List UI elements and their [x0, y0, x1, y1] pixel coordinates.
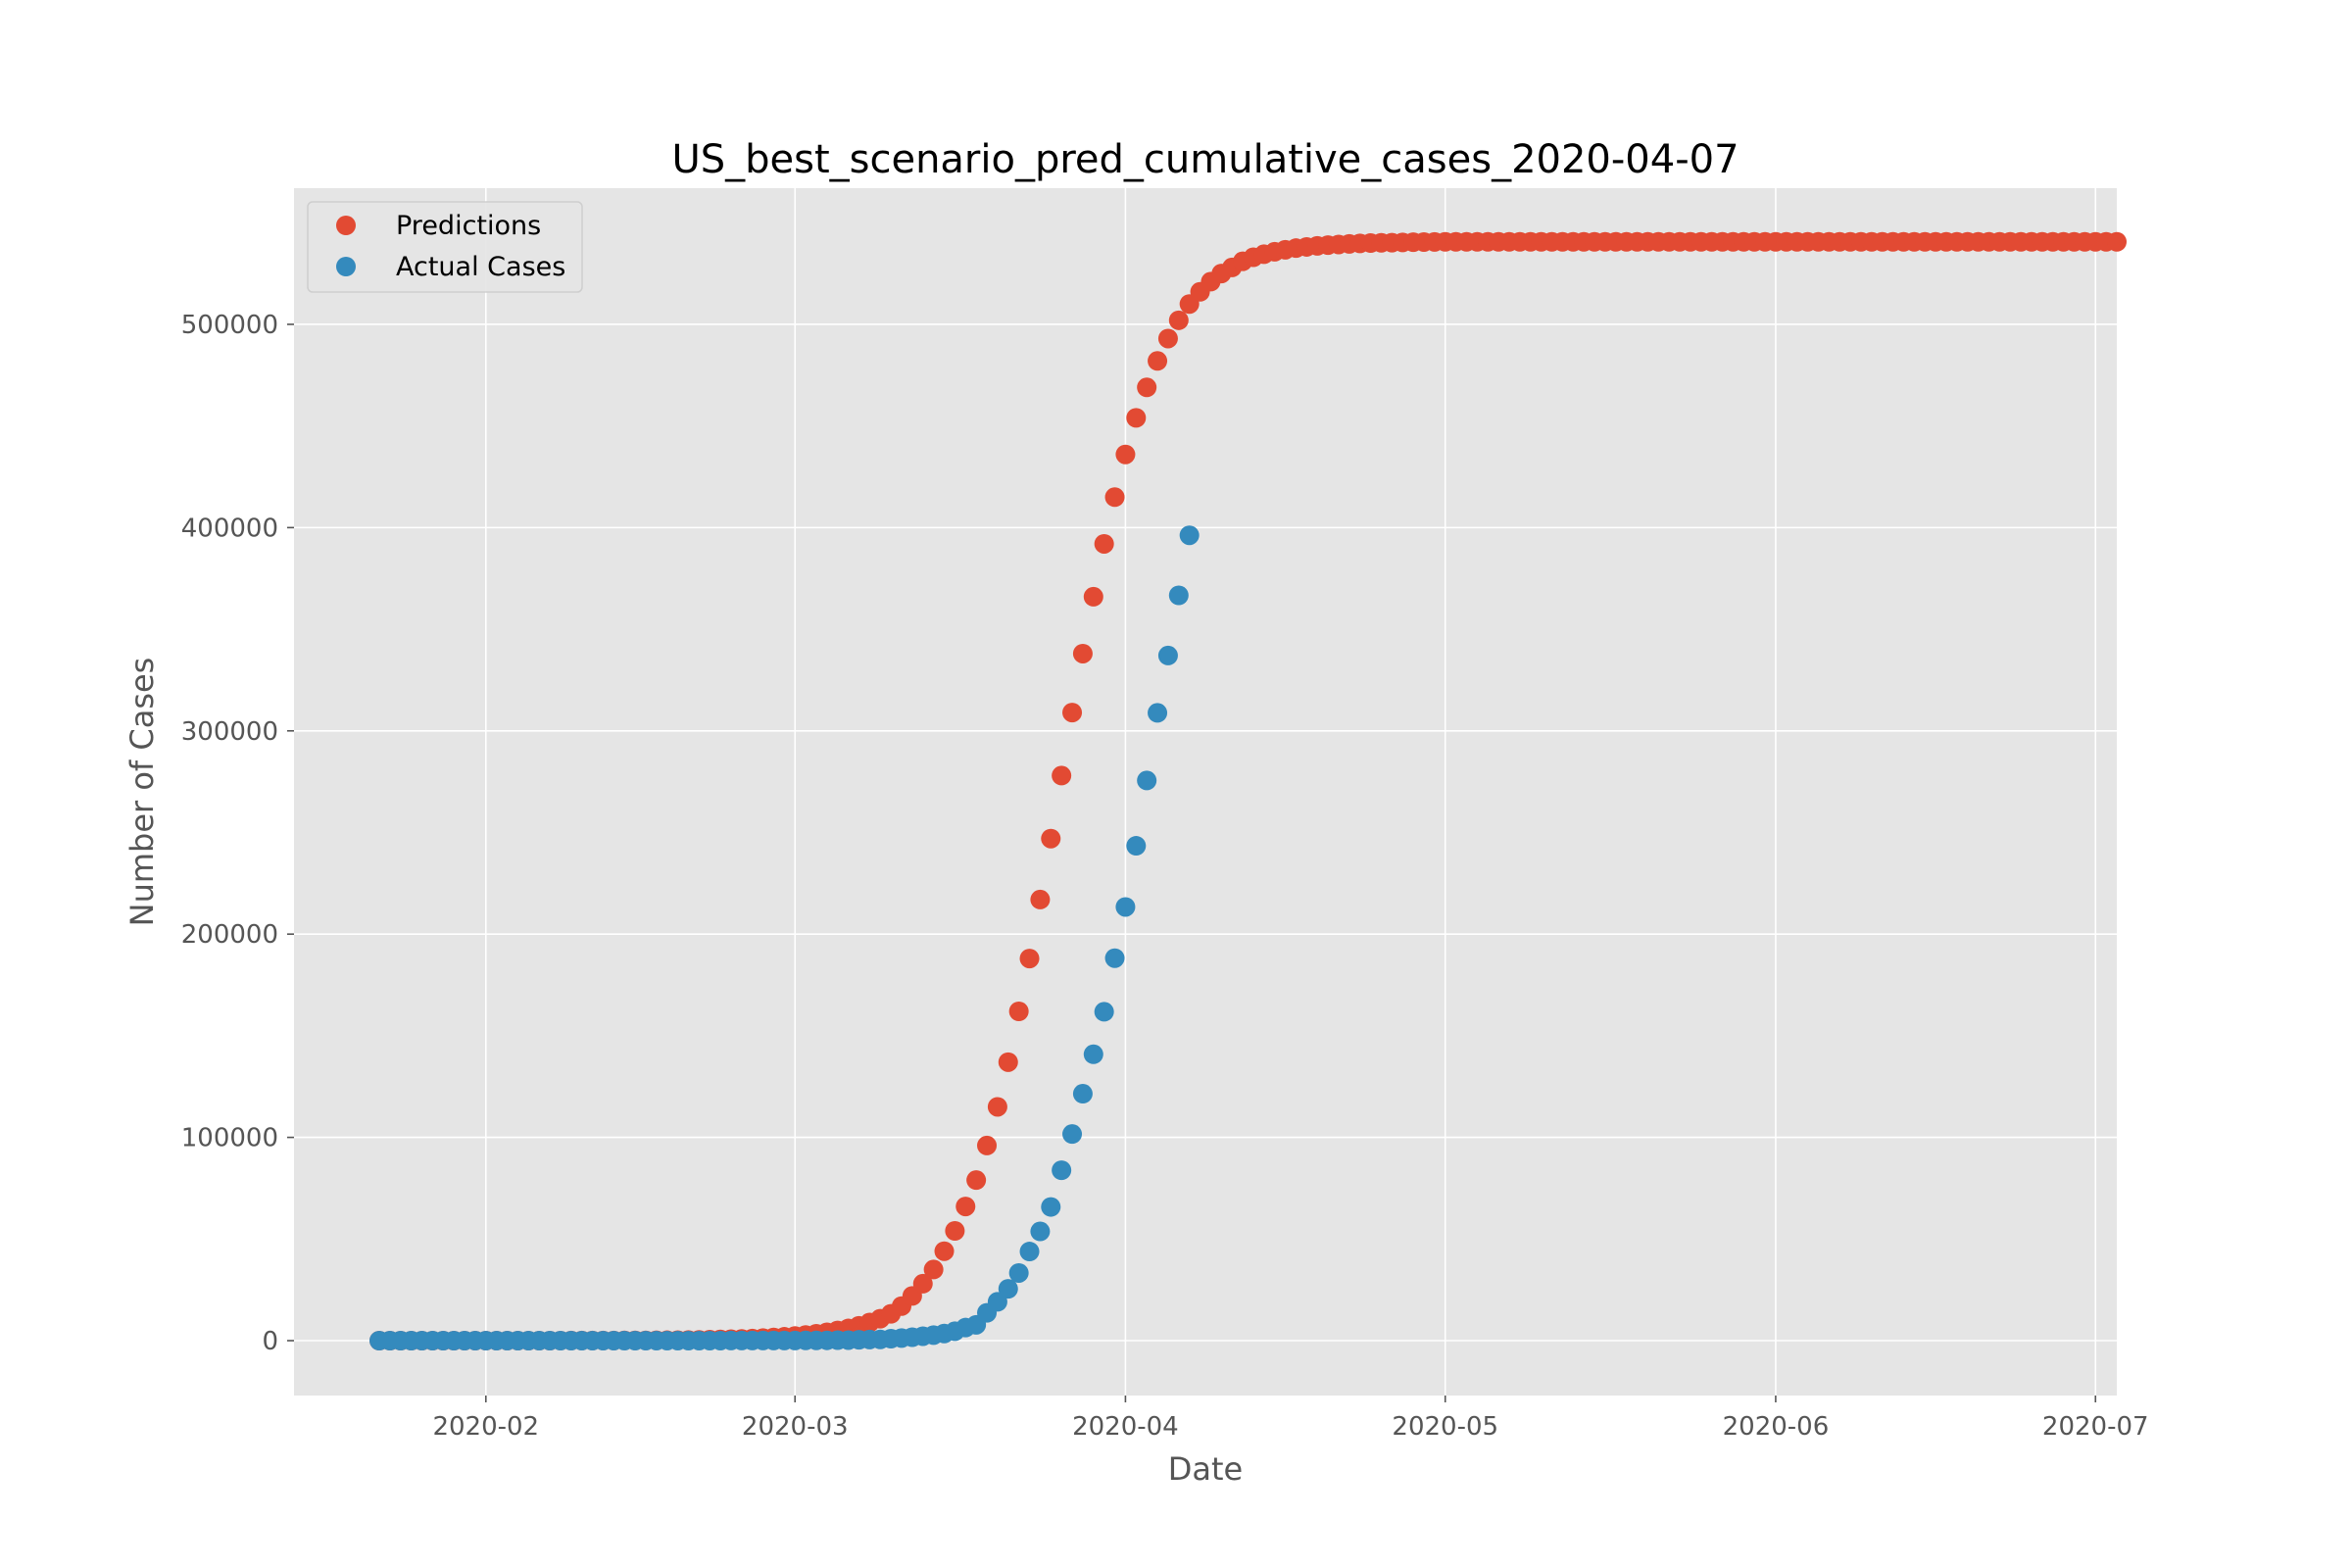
- y-tick-label: 500000: [181, 311, 278, 340]
- y-tick-label: 0: [262, 1327, 278, 1356]
- x-tick-label: 2020-05: [1392, 1412, 1498, 1442]
- prediction-point: [1019, 949, 1040, 969]
- x-tick-label: 2020-04: [1072, 1412, 1179, 1442]
- actual-case-point: [1072, 1084, 1093, 1104]
- legend-label-predictions: Predictions: [396, 211, 541, 241]
- prediction-point: [923, 1259, 944, 1280]
- series-actual: [369, 525, 1200, 1350]
- prediction-point: [1094, 533, 1114, 554]
- x-axis-ticks: 2020-02 2020-03 2020-04 2020-05 2020-06 2020-…: [432, 1396, 2149, 1442]
- actual-case-point: [1083, 1044, 1103, 1064]
- y-tick-label: 400000: [181, 514, 278, 543]
- legend-marker-predictions: [336, 216, 356, 235]
- prediction-point: [987, 1097, 1007, 1117]
- prediction-point: [1072, 643, 1093, 663]
- prediction-point: [1157, 328, 1178, 349]
- prediction-point: [2107, 231, 2127, 252]
- actual-case-point: [1179, 525, 1200, 546]
- prediction-point: [1168, 310, 1189, 330]
- legend-box: [307, 201, 583, 293]
- actual-case-point: [1126, 836, 1147, 857]
- prediction-point: [956, 1197, 976, 1217]
- legend: Predictions Actual Cases: [307, 201, 583, 293]
- y-axis-ticks: 0 100000 200000 300000 400000 500000: [181, 311, 294, 1356]
- prediction-point: [998, 1052, 1018, 1072]
- prediction-point: [934, 1241, 955, 1261]
- prediction-point: [1115, 444, 1136, 465]
- actual-case-point: [1094, 1002, 1114, 1022]
- plot-area: [294, 188, 2117, 1396]
- actual-case-point: [1115, 897, 1136, 917]
- actual-case-point: [1137, 770, 1157, 791]
- prediction-point: [1052, 765, 1072, 786]
- actual-case-point: [1030, 1221, 1051, 1242]
- actual-case-point: [1157, 645, 1178, 665]
- legend-marker-actual: [336, 257, 356, 276]
- actual-case-point: [1168, 585, 1189, 606]
- x-tick-label: 2020-07: [2042, 1412, 2149, 1442]
- actual-case-point: [1041, 1197, 1061, 1217]
- actual-case-point: [1062, 1124, 1083, 1145]
- prediction-point: [945, 1221, 965, 1241]
- prediction-point: [966, 1170, 987, 1191]
- x-tick-label: 2020-03: [742, 1412, 849, 1442]
- prediction-point: [1137, 377, 1157, 398]
- prediction-point: [1083, 586, 1103, 607]
- prediction-point: [1148, 351, 1168, 371]
- y-tick-label: 100000: [181, 1124, 278, 1153]
- legend-label-actual: Actual Cases: [396, 252, 565, 282]
- prediction-point: [1062, 703, 1083, 723]
- actual-case-point: [987, 1292, 1007, 1312]
- x-tick-label: 2020-06: [1723, 1412, 1830, 1442]
- x-axis-label: Date: [1168, 1450, 1243, 1488]
- x-tick-label: 2020-02: [432, 1412, 539, 1442]
- actual-case-point: [1008, 1262, 1029, 1283]
- prediction-point: [1104, 487, 1125, 508]
- prediction-point: [912, 1273, 933, 1294]
- actual-case-point: [1019, 1242, 1040, 1262]
- chart-title: US_best_scenario_pred_cumulative_cases_2…: [671, 137, 1739, 182]
- actual-case-point: [998, 1279, 1018, 1299]
- prediction-point: [1126, 408, 1147, 428]
- y-tick-label: 200000: [181, 920, 278, 950]
- prediction-point: [1008, 1002, 1029, 1021]
- prediction-point: [1030, 889, 1051, 909]
- prediction-point: [977, 1135, 998, 1155]
- y-tick-label: 300000: [181, 717, 278, 747]
- y-axis-label: Number of Cases: [123, 658, 161, 927]
- actual-case-point: [1148, 703, 1168, 723]
- actual-case-point: [1104, 948, 1125, 968]
- actual-case-point: [1052, 1160, 1072, 1181]
- prediction-point: [1041, 828, 1061, 849]
